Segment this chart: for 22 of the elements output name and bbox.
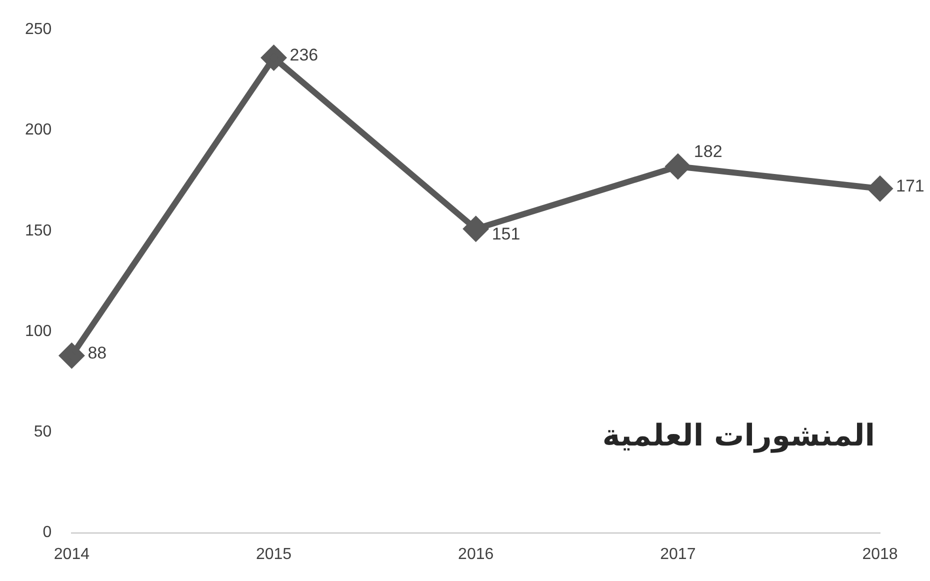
x-tick-label: 2017 (660, 546, 696, 563)
point (666, 154, 690, 178)
point (262, 46, 286, 70)
x-tick-label: 2018 (862, 546, 898, 563)
data-label: 236 (290, 45, 318, 64)
x-tick-label: 2016 (458, 546, 494, 563)
point (464, 216, 488, 241)
data-label: 182 (694, 142, 722, 162)
y-tick-label: 50 (34, 424, 52, 441)
data-label: 171 (896, 176, 924, 196)
y-tick-label: 0 (42, 524, 52, 542)
data-label: 88 (88, 343, 107, 362)
x-tick-label: 2014 (54, 546, 90, 563)
annotation: المنشورات العلمية (602, 418, 875, 454)
point (868, 176, 892, 201)
y-tick-label: 200 (24, 122, 52, 139)
y-tick-label: 150 (24, 222, 52, 240)
y-tick-label: 250 (24, 21, 52, 38)
x-tick-label: 2015 (256, 546, 292, 563)
data-label: 151 (492, 224, 520, 244)
point (60, 344, 84, 368)
y-tick-label: 100 (24, 322, 52, 340)
